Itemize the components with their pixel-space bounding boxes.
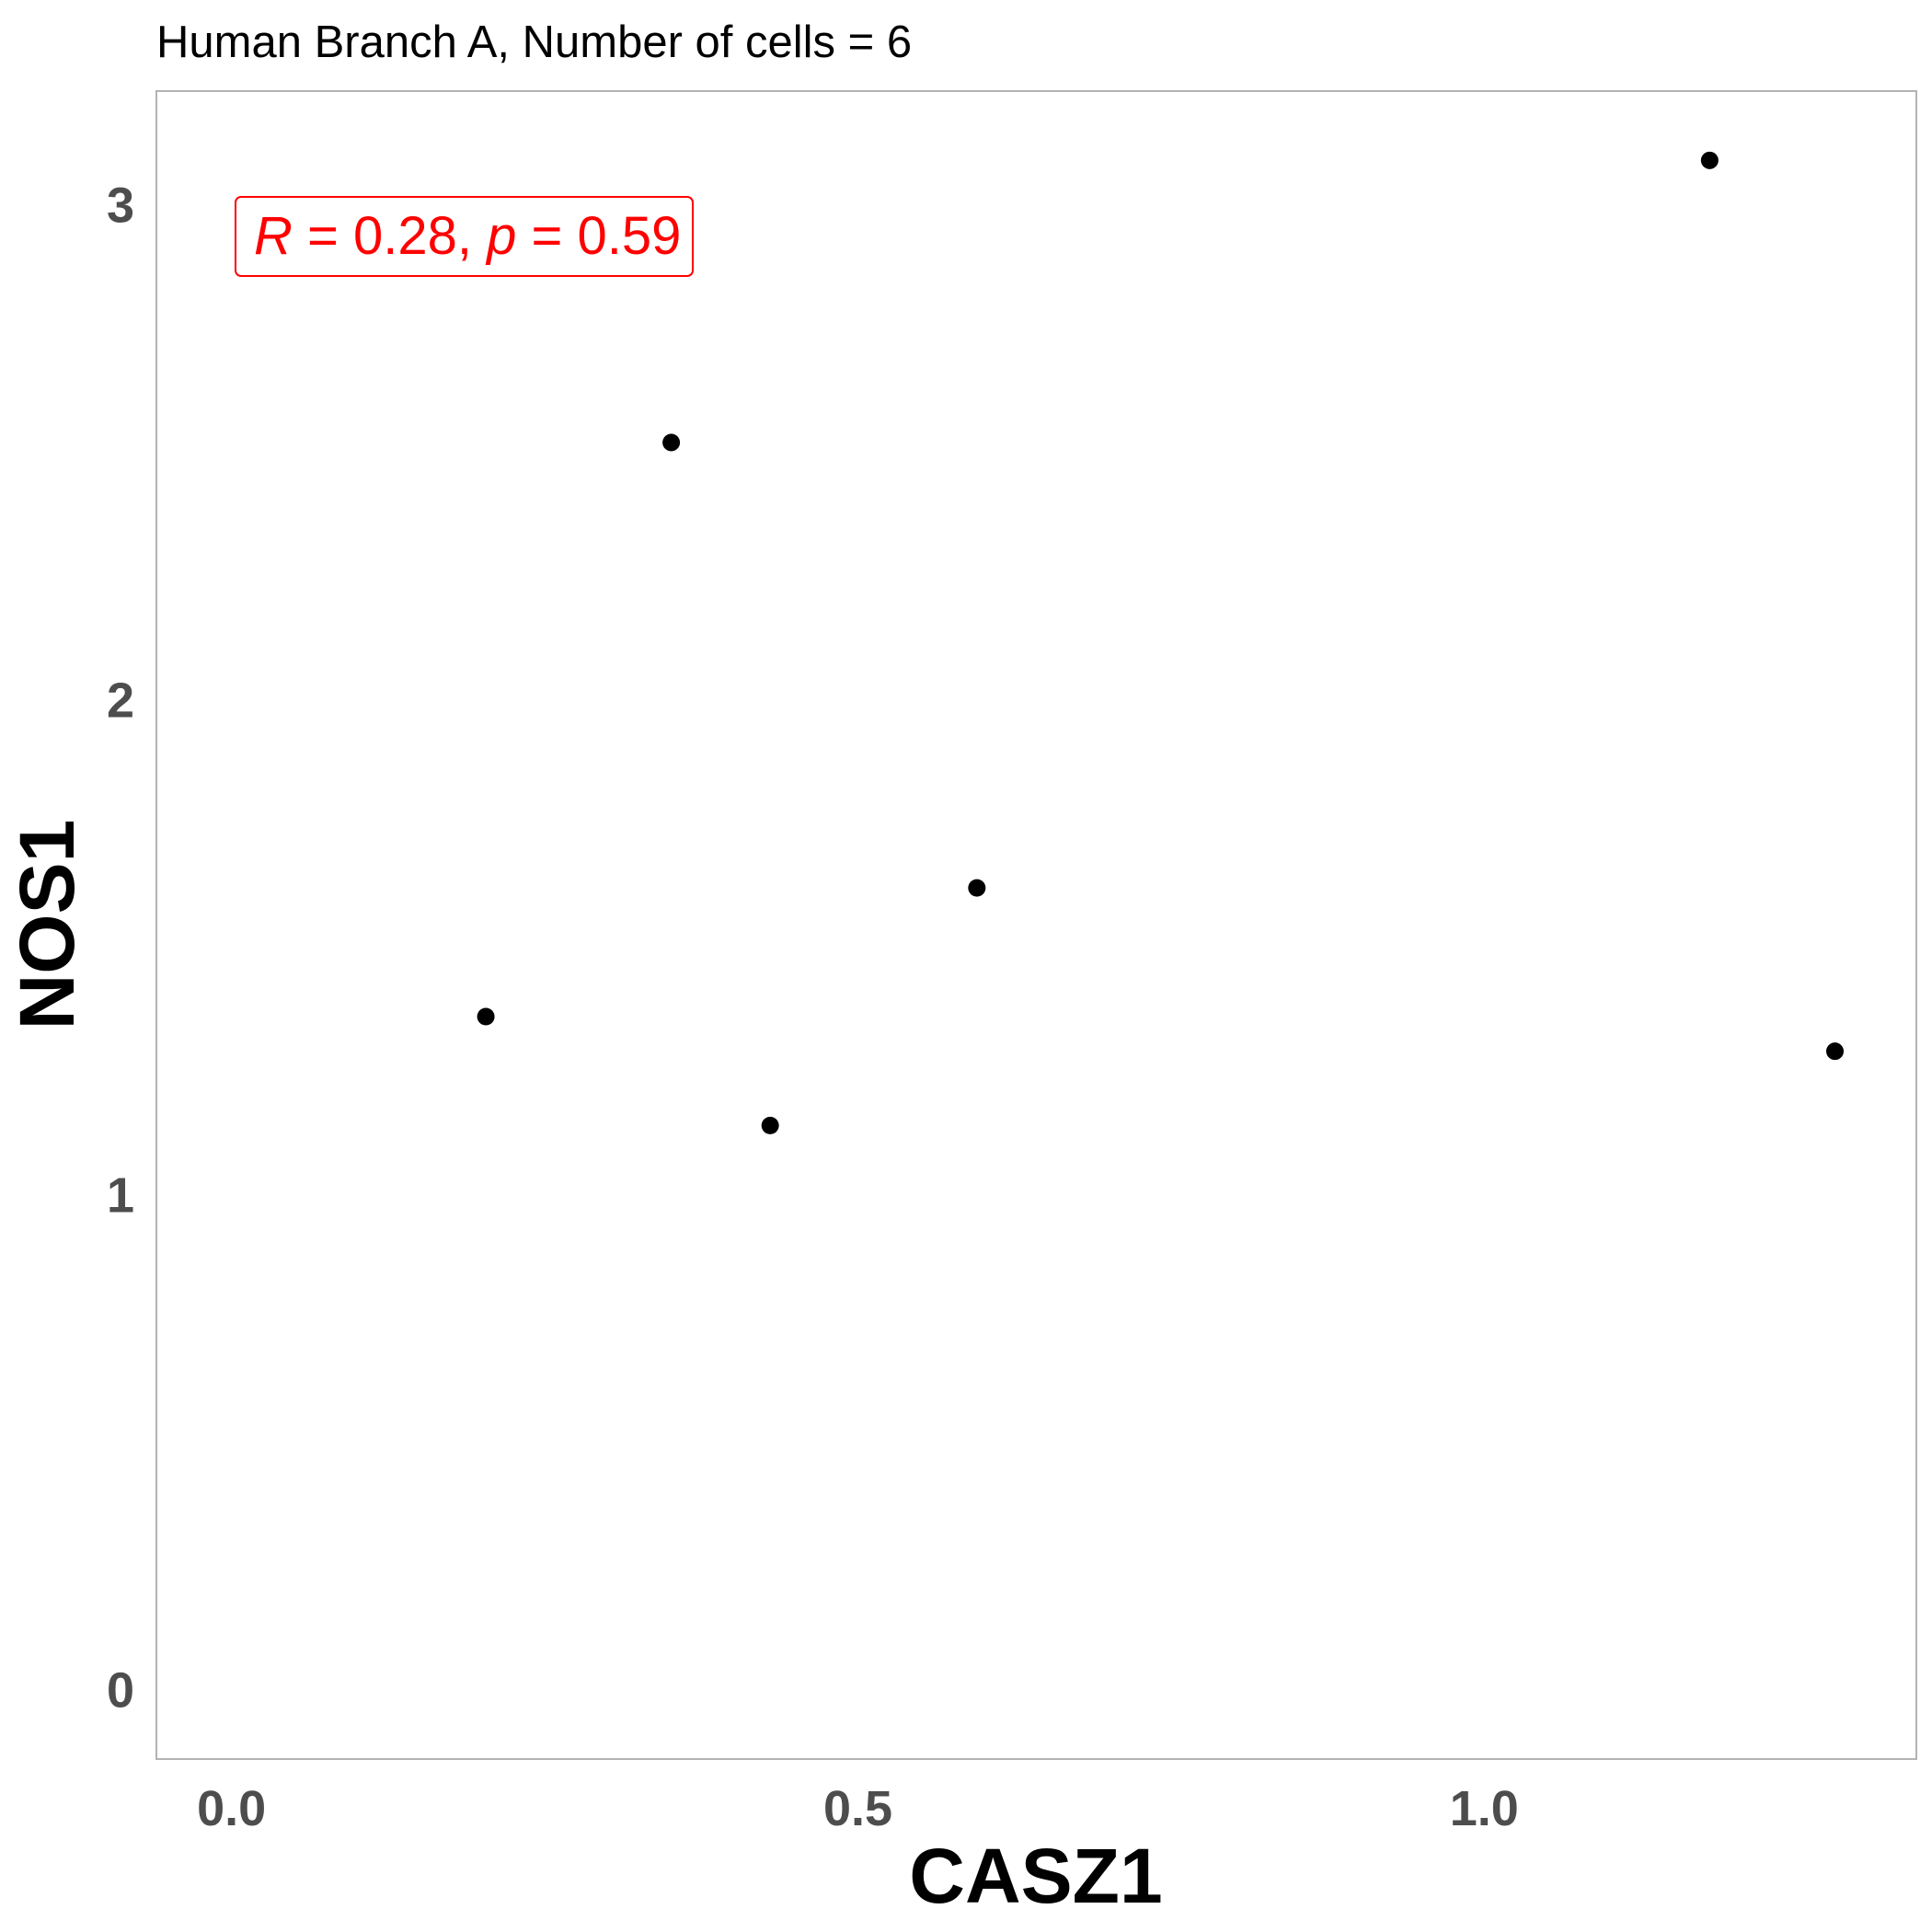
x-axis-ticks: 0.0 0.5 1.0: [197, 1781, 1519, 1836]
data-point: [968, 879, 986, 897]
y-tick-label: 0: [107, 1663, 134, 1719]
x-tick-label: 0.5: [823, 1781, 892, 1836]
data-point: [1700, 151, 1719, 169]
y-tick-label: 2: [107, 673, 134, 729]
y-axis-title: NOS1: [4, 820, 90, 1030]
chart-title: Human Branch A, Number of cells = 6: [156, 17, 912, 67]
x-axis-title: CASZ1: [909, 1833, 1162, 1919]
panel-border: [155, 90, 1917, 1760]
annotation-box: [235, 196, 694, 277]
y-tick-label: 3: [107, 178, 134, 234]
data-point: [761, 1116, 779, 1134]
x-tick-label: 0.0: [197, 1781, 266, 1836]
scatter-points: [477, 151, 1844, 1134]
annotation-p-value: = 0.59: [516, 206, 681, 266]
y-axis-ticks: 0 1 2 3: [107, 178, 134, 1719]
y-tick-label: 1: [107, 1168, 134, 1224]
annotation-text: R = 0.28, p = 0.59: [254, 206, 681, 266]
correlation-annotation: R = 0.28, p = 0.59: [235, 196, 694, 277]
annotation-r-value: = 0.28,: [293, 206, 487, 266]
data-point: [662, 433, 681, 452]
data-point: [1825, 1042, 1844, 1061]
annotation-r-symbol: R: [254, 206, 293, 266]
x-tick-label: 1.0: [1450, 1781, 1519, 1836]
annotation-p-symbol: p: [485, 206, 516, 266]
data-point: [477, 1007, 495, 1026]
